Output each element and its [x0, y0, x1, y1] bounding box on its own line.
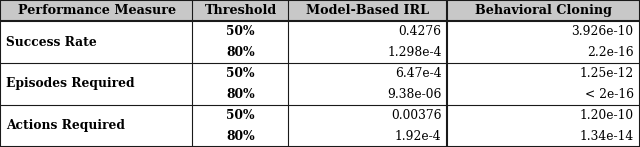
Text: 9.38e-06: 9.38e-06	[387, 88, 442, 101]
Text: 1.20e-10: 1.20e-10	[579, 109, 634, 122]
Bar	[0, 105, 640, 126]
Bar	[0, 63, 640, 84]
Bar	[0, 21, 640, 42]
Bar	[0, 42, 640, 63]
Bar	[0, 0, 640, 21]
Text: 80%: 80%	[227, 46, 255, 59]
Text: Episodes Required: Episodes Required	[6, 77, 135, 91]
Text: 50%: 50%	[227, 25, 255, 38]
Text: 6.47e-4: 6.47e-4	[395, 67, 442, 80]
Text: 0.00376: 0.00376	[391, 109, 442, 122]
Text: Behavioral Cloning: Behavioral Cloning	[475, 4, 612, 17]
Bar	[0, 84, 640, 105]
Text: Threshold: Threshold	[205, 4, 276, 17]
Text: 1.92e-4: 1.92e-4	[395, 130, 442, 143]
Text: 1.298e-4: 1.298e-4	[387, 46, 442, 59]
Text: 1.34e-14: 1.34e-14	[579, 130, 634, 143]
Text: 80%: 80%	[227, 130, 255, 143]
Text: 80%: 80%	[227, 88, 255, 101]
Text: 50%: 50%	[227, 109, 255, 122]
Text: 3.926e-10: 3.926e-10	[572, 25, 634, 38]
Bar	[0, 126, 640, 147]
Text: Success Rate: Success Rate	[6, 35, 97, 49]
Text: 1.25e-12: 1.25e-12	[579, 67, 634, 80]
Text: < 2e-16: < 2e-16	[584, 88, 634, 101]
Text: Model-Based IRL: Model-Based IRL	[307, 4, 429, 17]
Text: Actions Required: Actions Required	[6, 120, 125, 132]
Text: Performance Measure: Performance Measure	[17, 4, 176, 17]
Text: 0.4276: 0.4276	[399, 25, 442, 38]
Text: 2.2e-16: 2.2e-16	[587, 46, 634, 59]
Text: 50%: 50%	[227, 67, 255, 80]
